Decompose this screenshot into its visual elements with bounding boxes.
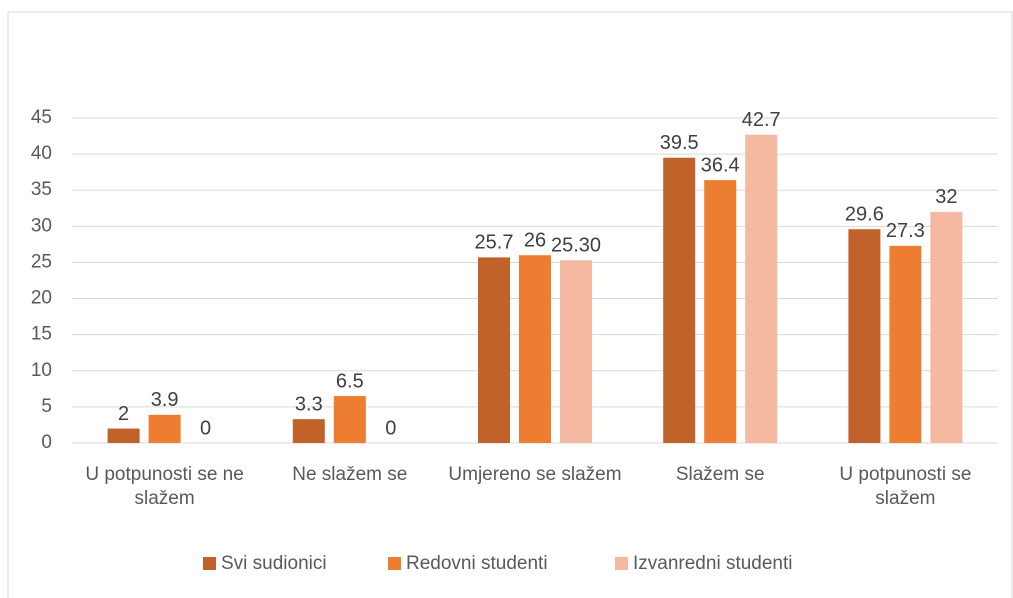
y-tick-label: 15: [31, 324, 52, 345]
data-label: 2: [118, 403, 129, 425]
y-tick-label: 25: [31, 251, 52, 272]
data-label: 25.7: [475, 232, 514, 254]
bar: [848, 229, 881, 443]
bar: [519, 255, 551, 443]
bar: [704, 180, 737, 443]
legend-label: Svi sudionici: [221, 553, 327, 574]
data-label: 3.3: [295, 393, 323, 415]
data-label: 0: [200, 417, 211, 439]
chart-frame: [7, 11, 1013, 598]
data-label: 32: [935, 186, 957, 208]
legend-swatch: [203, 557, 216, 570]
bar: [745, 134, 778, 443]
y-tick-label: 0: [41, 432, 52, 453]
x-tick-label: U potpunosti se slažem: [839, 464, 972, 509]
x-tick-label: Umjereno se slažem: [448, 464, 622, 485]
data-label: 36.4: [701, 154, 740, 176]
y-tick-label: 30: [31, 215, 52, 236]
y-tick-label: 45: [31, 107, 52, 128]
bar: [663, 157, 696, 443]
legend-swatch: [388, 557, 401, 570]
data-label: 0: [385, 417, 396, 439]
bar: [478, 257, 510, 443]
data-label: 39.5: [660, 132, 699, 154]
data-label: 25.30: [551, 235, 601, 257]
data-label: 42.7: [742, 109, 781, 131]
legend-label: Izvanredni studenti: [633, 553, 793, 574]
legend-label: Redovni studenti: [406, 553, 548, 574]
data-label: 26: [524, 230, 546, 252]
legend-swatch: [615, 557, 628, 570]
data-label: 29.6: [845, 204, 884, 226]
bar: [930, 211, 963, 443]
y-tick-label: 40: [31, 143, 52, 164]
data-label: 27.3: [886, 220, 925, 242]
x-tick-label: U potpunosti se ne slažem: [85, 464, 244, 509]
data-label: 6.5: [336, 370, 364, 392]
y-tick-label: 35: [31, 179, 52, 200]
y-tick-label: 5: [41, 396, 52, 417]
data-label: 3.9: [151, 389, 179, 411]
y-tick-label: 10: [31, 360, 52, 381]
bar: [148, 414, 181, 443]
x-tick-label: Slažem se: [675, 464, 765, 485]
bar: [333, 396, 366, 443]
bar: [292, 419, 325, 443]
y-tick-label: 20: [31, 288, 52, 309]
bar: [560, 260, 592, 443]
bar: [889, 245, 922, 443]
x-tick-label: Ne slažem se: [292, 464, 408, 485]
bar: [107, 428, 140, 443]
